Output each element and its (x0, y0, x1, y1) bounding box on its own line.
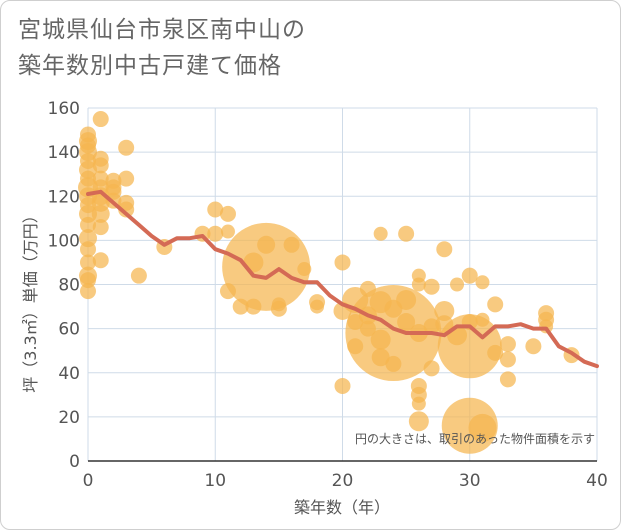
x-tick-label: 40 (586, 471, 608, 491)
data-bubble (396, 289, 417, 310)
data-bubble (80, 216, 96, 233)
y-tick-label: 60 (58, 320, 80, 340)
data-bubble (499, 371, 516, 388)
y-tick-labels: 0 20 40 60 80 100 120 140 160 (48, 99, 80, 472)
x-tick-labels: 0 10 20 30 40 (83, 471, 608, 491)
data-bubble (411, 277, 426, 292)
chart-title-line-2: 築年数別中古戸建て価格 (18, 53, 282, 79)
data-bubble (436, 241, 453, 258)
y-tick-label: 160 (48, 99, 80, 119)
data-bubble (80, 254, 96, 271)
data-bubble (310, 299, 325, 314)
data-bubble (91, 204, 110, 223)
grid-lines (87, 107, 598, 462)
bubble-size-note: 円の大きさは、取引のあった物件面積を示す (355, 431, 595, 446)
data-bubble (525, 338, 542, 355)
data-bubble (220, 224, 235, 239)
bubble-layer (78, 111, 580, 454)
data-bubble (257, 235, 276, 254)
data-bubble (130, 267, 147, 284)
data-bubble (398, 225, 415, 242)
chart-title-line-1: 宮城県仙台市泉区南中山の (18, 17, 306, 43)
data-bubble (118, 201, 135, 218)
data-bubble (499, 351, 516, 368)
data-bubble (461, 267, 478, 284)
y-tick-label: 100 (48, 231, 80, 251)
data-bubble (207, 201, 224, 218)
data-bubble (207, 225, 224, 242)
x-tick-label: 20 (332, 471, 354, 491)
data-bubble (475, 275, 490, 290)
data-bubble (475, 312, 490, 327)
data-bubble (271, 297, 286, 312)
data-bubble (423, 360, 440, 377)
data-bubble (118, 139, 135, 156)
data-bubble (80, 283, 96, 300)
data-bubble (397, 313, 416, 332)
data-bubble (385, 355, 402, 372)
data-bubble (80, 272, 96, 289)
data-bubble (283, 236, 300, 253)
y-tick-label: 40 (58, 364, 80, 384)
y-axis-label: 坪（3.3㎡）単価（万円） (21, 207, 40, 392)
x-tick-label: 10 (204, 471, 226, 491)
x-axis-label: 築年数（年） (294, 498, 390, 517)
data-bubble (92, 157, 109, 174)
y-tick-label: 80 (58, 276, 80, 296)
data-bubble (92, 252, 109, 269)
data-bubble (118, 170, 135, 187)
data-bubble (92, 219, 109, 236)
data-bubble (334, 377, 351, 394)
data-bubble (219, 205, 236, 222)
average-price-line (86, 189, 599, 369)
y-tick-label: 0 (69, 452, 80, 472)
data-bubble (434, 300, 455, 321)
chart-title: 宮城県仙台市泉区南中山の 築年数別中古戸建て価格 (18, 12, 306, 84)
data-bubble (334, 254, 351, 271)
data-bubble (373, 226, 388, 241)
y-tick-label: 140 (48, 143, 80, 163)
x-tick-label: 30 (459, 471, 481, 491)
data-bubble (487, 344, 504, 361)
data-bubble (423, 278, 440, 295)
data-bubble (92, 111, 109, 128)
x-tick-label: 0 (83, 471, 94, 491)
data-bubble (345, 285, 442, 382)
data-bubble (450, 277, 465, 292)
data-bubble (297, 262, 312, 277)
y-tick-label: 120 (48, 187, 80, 207)
data-bubble (468, 413, 497, 442)
data-bubble (499, 336, 516, 353)
data-bubble (408, 411, 429, 432)
data-bubble (80, 241, 96, 258)
data-bubble (411, 396, 426, 411)
y-tick-label: 20 (58, 408, 80, 428)
data-bubble (487, 296, 504, 313)
